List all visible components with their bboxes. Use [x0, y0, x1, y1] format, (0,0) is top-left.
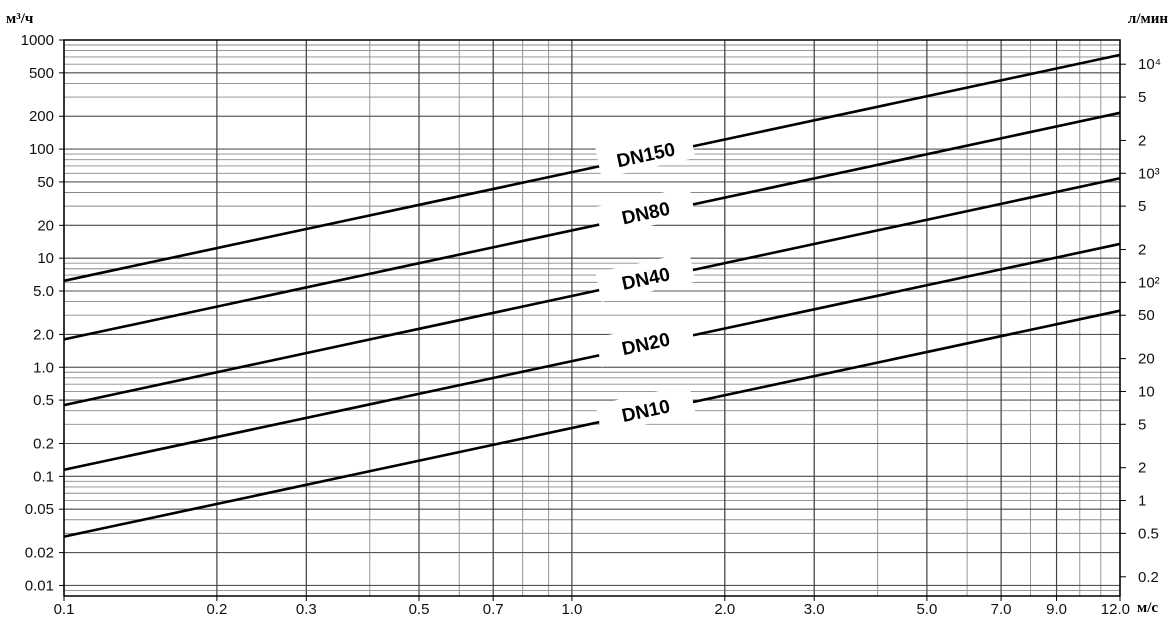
right-axis-unit-label: л/мин: [1128, 11, 1168, 27]
y-left-tick-label: 0.5: [33, 392, 54, 409]
y-right-tick-label: 20: [1138, 351, 1155, 368]
y-left-tick-label: 0.02: [25, 545, 54, 562]
left-axis-unit-label: м³/ч: [6, 11, 34, 27]
plot-frame: [63, 39, 1121, 597]
y-left-tick-label: 0.1: [33, 468, 54, 485]
x-tick-label: 12.0: [1101, 601, 1130, 618]
y-right-tick-label: 0.5: [1138, 525, 1159, 542]
y-right-tick-label: 10²: [1138, 274, 1160, 291]
x-tick-label: 3.0: [804, 601, 825, 618]
y-right-tick-label: 2: [1138, 460, 1146, 477]
y-left-tick-label: 5.0: [33, 283, 54, 300]
series-label-background: [595, 252, 696, 302]
y-left-tick-label: 0.01: [25, 577, 54, 594]
y-right-tick-label: 0.2: [1138, 569, 1159, 586]
y-right-tick-label: 10³: [1138, 165, 1160, 182]
y-right-tick-label: 1: [1138, 493, 1146, 510]
y-left-tick-label: 500: [29, 65, 54, 82]
x-tick-label: 2.0: [714, 601, 735, 618]
series-label-group: DN10: [595, 384, 696, 434]
series-label-background: [595, 186, 696, 237]
y-left-tick-label: 0.2: [33, 436, 54, 453]
y-left-tick-label: 20: [37, 217, 54, 234]
x-tick-label: 0.3: [296, 601, 317, 618]
y-right-tick-label: 50: [1138, 307, 1155, 324]
series-label-group: DN20: [595, 317, 696, 368]
series-line-dn20: [63, 242, 1121, 471]
y-left-tick-label: 1.0: [33, 359, 54, 376]
x-tick-label: 0.1: [54, 601, 75, 618]
series-label-group: DN40: [595, 252, 696, 302]
y-left-tick-label: 100: [29, 141, 54, 158]
series-line-dn80: [63, 111, 1121, 341]
x-tick-label: 0.5: [409, 601, 430, 618]
right-axis: 10⁴ 5 2 10³ 5 2 10² 50 20 10 5 2 1 0.5 0.2: [1120, 56, 1161, 586]
x-tick-label: 5.0: [916, 601, 937, 618]
y-right-tick-label: 2: [1138, 242, 1146, 259]
series-line-dn40: [63, 177, 1121, 407]
y-left-tick-label: 10: [37, 250, 54, 267]
x-tick-label: 9.0: [1046, 601, 1067, 618]
x-tick-label: 1.0: [561, 601, 582, 618]
y-right-tick-label: 10⁴: [1138, 56, 1161, 73]
series-line-dn10: [63, 309, 1121, 538]
y-right-tick-label: 5: [1138, 89, 1146, 106]
series-line-dn150: [63, 53, 1121, 283]
y-right-tick-label: 10: [1138, 383, 1155, 400]
y-left-tick-label: 1000: [21, 32, 54, 49]
y-right-tick-label: 2: [1138, 132, 1146, 149]
series-label-background: [595, 384, 696, 434]
series-lines: [63, 53, 1121, 538]
y-right-tick-label: 5: [1138, 416, 1146, 433]
x-tick-label: 0.7: [483, 601, 504, 618]
x-tick-label: 0.2: [206, 601, 227, 618]
x-axis-unit-label: м/с: [1137, 600, 1158, 616]
y-right-tick-label: 5: [1138, 198, 1146, 215]
y-left-tick-label: 2.0: [33, 326, 54, 343]
left-axis: 1000 500 200 100 50 20 10 5.0 2.0 1.0 0.5 0.2 0.1 0.0…: [21, 32, 64, 594]
bottom-axis: 0.1 0.2 0.3 0.5 0.7 1.0 2.0 3.0 5.0 7.0 9.0 12.0: [54, 596, 1130, 618]
series-label-group: DN80: [595, 186, 696, 237]
x-tick-label: 7.0: [991, 601, 1012, 618]
plot-background: [64, 40, 1120, 596]
y-left-tick-label: 200: [29, 108, 54, 125]
series-label-background: [595, 317, 696, 368]
y-left-tick-label: 0.05: [25, 501, 54, 518]
series-label-background: [595, 128, 696, 179]
y-left-tick-label: 50: [37, 174, 54, 191]
